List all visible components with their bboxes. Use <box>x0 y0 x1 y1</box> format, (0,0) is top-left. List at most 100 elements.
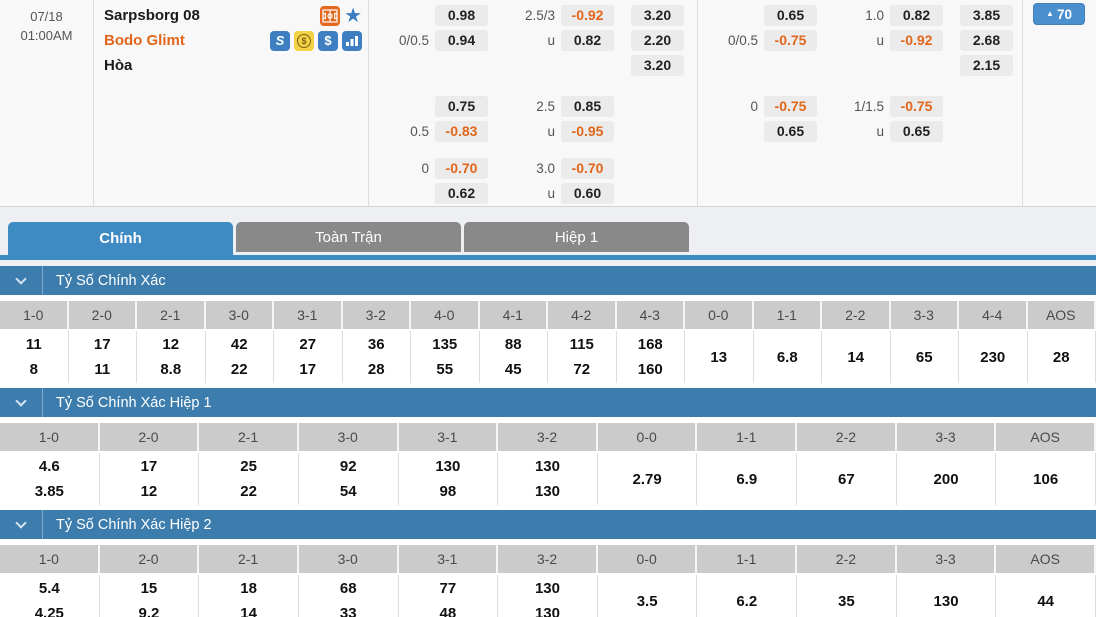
odds-value[interactable]: 0.65 <box>764 5 817 26</box>
odds-cell[interactable]: 17 12 <box>100 453 200 505</box>
odds-value[interactable]: 3.20 <box>631 5 684 26</box>
chevron-down-icon <box>15 272 27 285</box>
home-team-name[interactable]: Sarpsborg 08 <box>104 7 200 24</box>
odds-cell[interactable]: 168 160 <box>617 331 685 383</box>
odds-cell[interactable]: 44 <box>996 575 1096 617</box>
odds-value[interactable]: 0.82 <box>561 30 614 51</box>
odds-cell[interactable]: 65 <box>891 331 959 383</box>
odds-value[interactable]: 2.20 <box>631 30 684 51</box>
odds-cell[interactable]: 77 48 <box>399 575 499 617</box>
odds-value[interactable]: 0.62 <box>435 183 488 204</box>
odds-value[interactable]: -0.83 <box>435 121 488 142</box>
odds-row: 0 -0.70 3.0 -0.70 <box>369 156 697 181</box>
odds-cell[interactable]: 67 <box>797 453 897 505</box>
odds-cell[interactable]: 68 33 <box>299 575 399 617</box>
odds-value[interactable]: 0.85 <box>561 96 614 117</box>
odds-value[interactable]: -0.75 <box>890 96 943 117</box>
odds-cell[interactable]: 13 <box>685 331 754 383</box>
dollar-icon[interactable]: $ <box>318 30 338 51</box>
odds-value[interactable]: -0.75 <box>764 30 817 51</box>
score-header-row: 1-0 2-0 2-1 3-0 3-1 3-2 4-0 4-1 4-2 4-3 0-0 1-1 2-2 3… <box>0 301 1096 329</box>
score-column-header: 4-4 <box>959 301 1028 329</box>
odds-cell[interactable]: 11 8 <box>0 331 69 383</box>
score-data-row: 11 8 17 11 12 8.8 42 22 27 17 36 28 135 55 88 45 115 72 16… <box>0 331 1096 383</box>
odds-value[interactable]: -0.70 <box>435 158 488 179</box>
odds-cell[interactable]: 27 17 <box>274 331 343 383</box>
odds-cell[interactable]: 36 28 <box>343 331 411 383</box>
market-count: 70 <box>1056 6 1072 22</box>
odds-cell[interactable]: 6.2 <box>697 575 798 617</box>
tab-hiệp-1[interactable]: Hiệp 1 <box>464 222 689 252</box>
odds-value[interactable]: -0.70 <box>561 158 614 179</box>
chevron-down-icon <box>15 516 27 529</box>
match-datetime: 07/18 01:00AM <box>0 0 94 206</box>
score-column-header: 2-1 <box>137 301 206 329</box>
odds-value[interactable]: 3.85 <box>960 5 1013 26</box>
odds-cell[interactable]: 106 <box>996 453 1096 505</box>
odds-value[interactable]: 3.20 <box>631 55 684 76</box>
odds-value[interactable]: 0.94 <box>435 30 488 51</box>
odds-value[interactable]: 0.60 <box>561 183 614 204</box>
odds-cell[interactable]: 17 11 <box>69 331 137 383</box>
odds-bottom-value: 14 <box>240 605 257 617</box>
stats-icon[interactable] <box>342 30 362 51</box>
odds-top-value: 27 <box>299 336 317 353</box>
odds-cell[interactable]: 135 55 <box>411 331 480 383</box>
odds-value[interactable]: 0.75 <box>435 96 488 117</box>
score-column-header: 3-2 <box>498 545 598 573</box>
more-markets-badge[interactable]: ▲ 70 <box>1033 3 1085 25</box>
odds-top-value: 115 <box>569 336 594 353</box>
odds-cell[interactable]: 15 9.2 <box>100 575 200 617</box>
odds-cell[interactable]: 88 45 <box>480 331 548 383</box>
odds-cell[interactable]: 12 8.8 <box>137 331 206 383</box>
odds-value[interactable]: 2.15 <box>960 55 1013 76</box>
odds-cell[interactable]: 5.4 4.25 <box>0 575 100 617</box>
odds-line-label: 1.0 <box>865 8 884 23</box>
collapse-toggle[interactable] <box>0 266 42 295</box>
odds-cell[interactable]: 28 <box>1028 331 1096 383</box>
score-column-header: 3-1 <box>274 301 343 329</box>
odds-cell[interactable]: 200 <box>897 453 997 505</box>
odds-cell[interactable]: 130 <box>897 575 997 617</box>
odds-value[interactable]: -0.95 <box>561 121 614 142</box>
odds-cell[interactable]: 92 54 <box>299 453 399 505</box>
currency-exchange-icon[interactable]: $ <box>294 30 314 51</box>
tab-chính[interactable]: Chính <box>8 222 233 255</box>
odds-cell[interactable]: 14 <box>822 331 891 383</box>
odds-cell[interactable]: 3.5 <box>598 575 698 617</box>
odds-cell[interactable]: 2.79 <box>598 453 698 505</box>
odds-value[interactable]: 0.65 <box>764 121 817 142</box>
odds-top-value: 17 <box>93 336 111 353</box>
pitch-icon[interactable] <box>320 5 341 26</box>
odds-cell[interactable]: 130 130 <box>498 453 598 505</box>
odds-cell[interactable]: 4.6 3.85 <box>0 453 100 505</box>
odds-cell[interactable]: 6.9 <box>697 453 798 505</box>
odds-value[interactable]: -0.92 <box>890 30 943 51</box>
odds-value[interactable]: -0.75 <box>764 96 817 117</box>
away-team-name[interactable]: Bodo Glimt <box>104 32 185 49</box>
odds-top-value: 25 <box>240 458 257 475</box>
odds-value[interactable]: -0.92 <box>561 5 614 26</box>
odds-row: 0.98 2.5/3 -0.92 3.20 <box>369 3 697 28</box>
score-column-header: AOS <box>1028 301 1096 329</box>
odds-cell[interactable]: 35 <box>797 575 897 617</box>
odds-value[interactable]: 2.68 <box>960 30 1013 51</box>
odds-cell[interactable]: 6.8 <box>754 331 822 383</box>
odds-value[interactable]: 0.82 <box>890 5 943 26</box>
collapse-toggle[interactable] <box>0 510 42 539</box>
market-header-bar: Tỷ Số Chính Xác Hiệp 2 <box>0 510 1096 539</box>
odds-cell[interactable]: 42 22 <box>206 331 274 383</box>
odds-value[interactable]: 0.65 <box>890 121 943 142</box>
odds-cell[interactable]: 18 14 <box>199 575 299 617</box>
tab-toàn-trận[interactable]: Toàn Trận <box>236 222 461 252</box>
s-logo-icon[interactable]: S <box>270 30 290 51</box>
odds-cell[interactable]: 230 <box>959 331 1028 383</box>
odds-cell[interactable]: 130 98 <box>399 453 499 505</box>
score-column-header: 2-2 <box>822 301 891 329</box>
odds-value[interactable]: 0.98 <box>435 5 488 26</box>
favorite-star-icon[interactable]: ★ <box>344 4 362 27</box>
odds-cell[interactable]: 130 130 <box>498 575 598 617</box>
collapse-toggle[interactable] <box>0 388 42 417</box>
odds-cell[interactable]: 115 72 <box>548 331 617 383</box>
odds-cell[interactable]: 25 22 <box>199 453 299 505</box>
